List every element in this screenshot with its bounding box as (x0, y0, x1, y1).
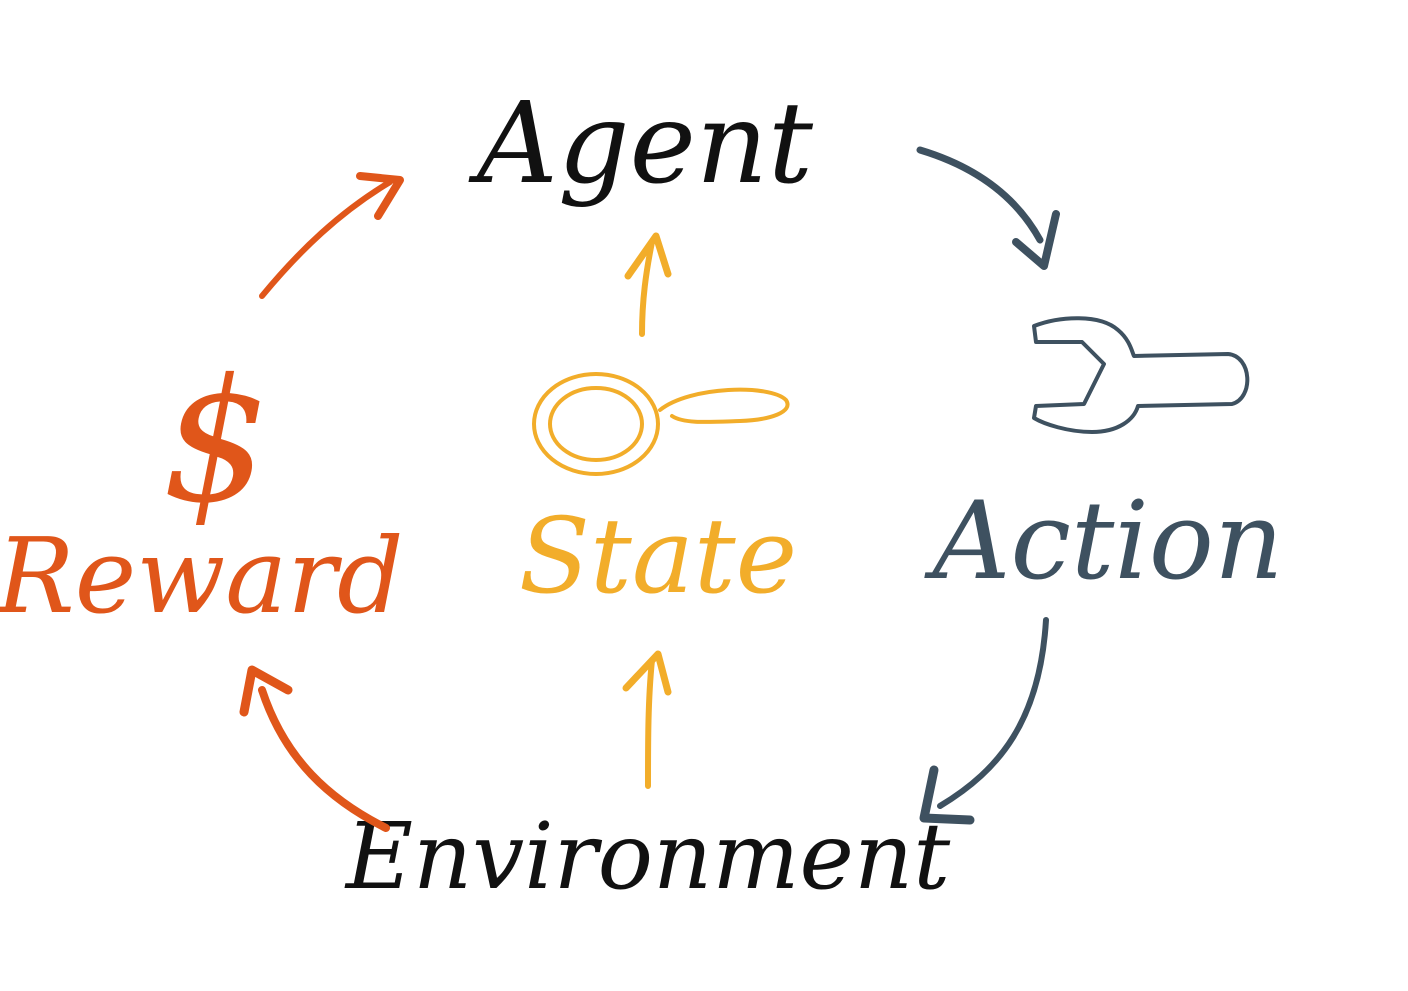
dollar-sign-icon: $ (162, 343, 270, 541)
agent-label: Agent (468, 79, 814, 209)
state-label: State (519, 495, 797, 617)
action-label: Action (924, 479, 1284, 604)
edge-environment-to-state (622, 650, 672, 789)
environment-label: Environment (344, 803, 951, 910)
edge-reward-to-agent (259, 172, 404, 299)
wrench-icon (1032, 316, 1250, 434)
edge-state-to-agent (624, 232, 672, 337)
reward-label: Reward (0, 515, 404, 637)
edge-environment-to-reward (239, 665, 390, 832)
edge-agent-to-action (916, 146, 1060, 270)
edge-action-to-environment (919, 617, 1049, 825)
magnifier-icon (532, 372, 790, 476)
